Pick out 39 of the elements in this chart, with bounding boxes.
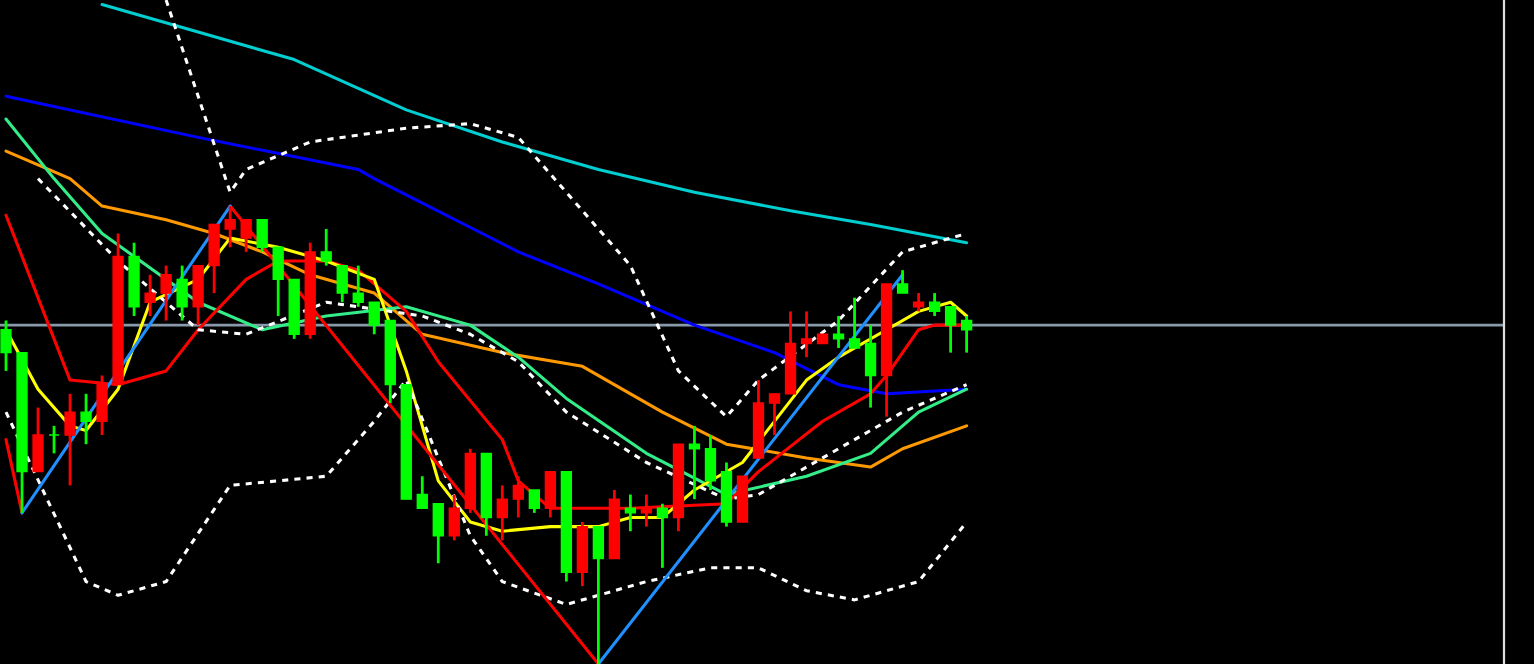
candlestick	[352, 264, 364, 309]
candlestick	[496, 484, 508, 542]
candlestick	[432, 502, 444, 565]
candlestick	[368, 300, 380, 336]
candlestick	[256, 218, 268, 254]
candlestick	[0, 319, 12, 373]
candlestick	[320, 227, 332, 267]
candlestick	[528, 488, 540, 515]
candlestick	[592, 525, 605, 664]
candlestick	[48, 424, 60, 455]
candlestick	[928, 291, 941, 318]
candlestick	[416, 474, 428, 510]
candlestick	[656, 502, 669, 570]
candlestick	[800, 310, 813, 359]
candlestick	[160, 264, 172, 322]
candlestick	[144, 273, 156, 318]
candlestick	[832, 314, 845, 350]
candlestick	[96, 374, 108, 437]
candlestick	[272, 245, 284, 318]
candlestick	[896, 268, 909, 295]
candlestick	[704, 433, 717, 492]
candlestick	[64, 392, 76, 487]
candlestick	[768, 392, 781, 437]
candlestick	[688, 424, 701, 501]
candlestick	[208, 223, 220, 295]
candlestick	[448, 493, 460, 542]
candlestick	[336, 264, 348, 304]
candlestick	[624, 493, 637, 533]
candlestick	[944, 305, 957, 354]
candlestick	[912, 291, 925, 313]
candlestick	[240, 218, 252, 254]
candlestick	[848, 296, 861, 350]
candlestick	[576, 520, 589, 588]
candlestick	[960, 314, 973, 354]
candlestick	[32, 406, 44, 474]
candlestick	[192, 264, 204, 327]
candlestick	[864, 323, 877, 409]
candlestick	[176, 264, 188, 322]
candlestick	[80, 392, 92, 446]
